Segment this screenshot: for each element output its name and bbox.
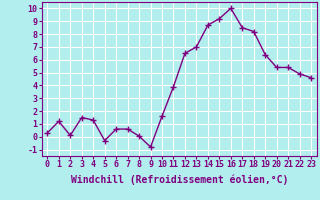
X-axis label: Windchill (Refroidissement éolien,°C): Windchill (Refroidissement éolien,°C)	[70, 175, 288, 185]
